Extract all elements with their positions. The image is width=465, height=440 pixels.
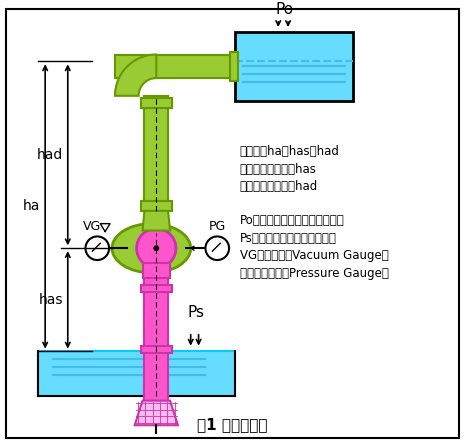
Bar: [145, 96, 168, 211]
Text: had: had: [37, 148, 63, 162]
Circle shape: [153, 245, 159, 251]
Bar: [140, 285, 172, 293]
Circle shape: [137, 228, 176, 268]
Text: ＰＧ＝圧力計（Pressure Gauge）: ＰＧ＝圧力計（Pressure Gauge）: [240, 267, 389, 280]
Text: 実揚程＝ha＝has＋had: 実揚程＝ha＝has＋had: [240, 145, 340, 158]
Text: has: has: [38, 293, 63, 307]
Text: ha: ha: [23, 199, 40, 213]
Circle shape: [86, 236, 109, 260]
Text: Po＝吐出水面に加わる大気圧力: Po＝吐出水面に加わる大気圧力: [240, 214, 345, 227]
Bar: [38, 352, 235, 396]
Text: Po: Po: [275, 2, 293, 17]
Polygon shape: [135, 401, 178, 425]
Text: 実押し上げ揚程＝had: 実押し上げ揚程＝had: [240, 180, 318, 194]
Bar: [140, 201, 172, 211]
Circle shape: [206, 236, 229, 260]
Text: 図1 揚程説明図: 図1 揚程説明図: [197, 417, 267, 432]
Ellipse shape: [112, 224, 191, 273]
Bar: [230, 51, 238, 81]
Polygon shape: [142, 263, 170, 278]
Bar: [140, 345, 172, 353]
Text: Ps＝吸水面に加わる大気圧力: Ps＝吸水面に加わる大気圧力: [240, 231, 337, 245]
Bar: [140, 98, 172, 108]
Bar: [235, 32, 353, 101]
Text: VG: VG: [83, 220, 101, 232]
Text: 実吸い上げ揚程＝has: 実吸い上げ揚程＝has: [240, 163, 317, 176]
Bar: [115, 55, 235, 78]
Text: Ps: Ps: [187, 305, 204, 320]
Polygon shape: [142, 211, 170, 231]
Text: PG: PG: [209, 220, 226, 232]
Bar: [145, 248, 168, 401]
Text: VG＝真空計（Vacuum Gauge）: VG＝真空計（Vacuum Gauge）: [240, 249, 389, 262]
Polygon shape: [115, 55, 156, 96]
